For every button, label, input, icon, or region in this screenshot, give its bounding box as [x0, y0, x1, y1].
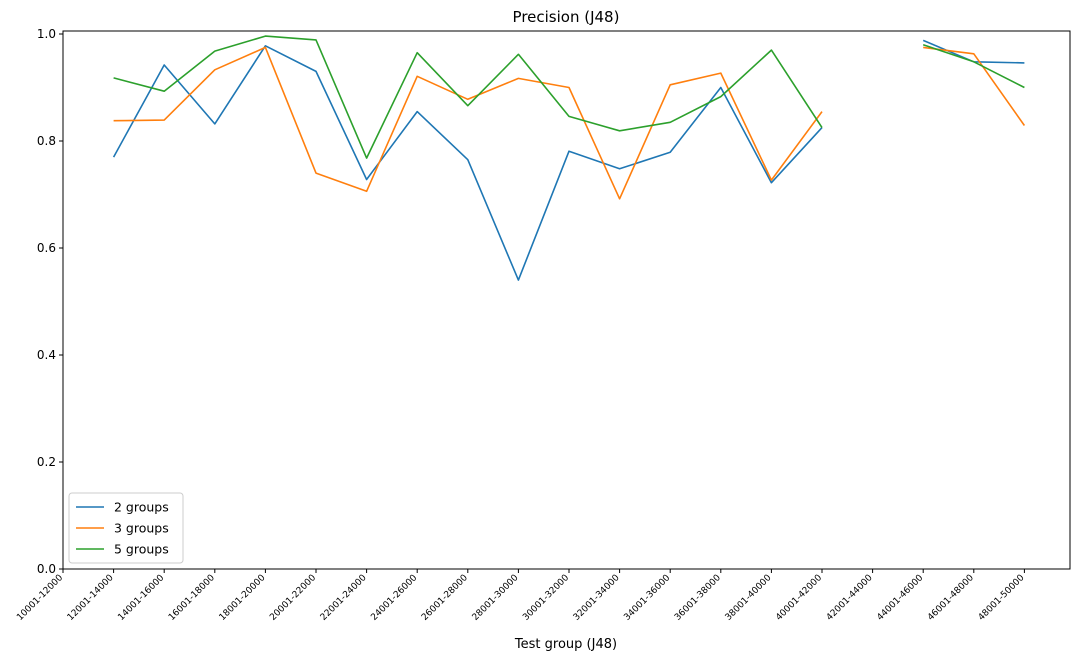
- x-tick-label: 42001-44000: [825, 573, 875, 623]
- x-tick-label: 40001-42000: [774, 573, 824, 623]
- x-axis-label: Test group (J48): [514, 637, 617, 652]
- legend-label: 2 groups: [114, 500, 169, 515]
- x-tick-label: 16001-18000: [167, 573, 217, 623]
- x-tick-label: 14001-16000: [116, 573, 166, 623]
- x-tick-label: 36001-38000: [673, 573, 723, 623]
- series-line-2: [113, 46, 823, 200]
- y-tick-label: 0.2: [37, 455, 56, 469]
- legend-label: 5 groups: [114, 542, 169, 557]
- x-tick-label: 30001-32000: [521, 573, 571, 623]
- series-line-1: [922, 39, 1025, 64]
- plot-frame: [62, 30, 1071, 570]
- y-tick-label: 0.8: [37, 134, 56, 148]
- x-tick-label: 48001-50000: [977, 573, 1027, 623]
- y-axis: 0.0 0.2 0.4 0.6 0.8 1.0: [37, 27, 63, 576]
- x-tick-label: 38001-40000: [724, 573, 774, 623]
- x-tick-label: 32001-34000: [572, 573, 622, 623]
- series-line-3: [113, 35, 823, 159]
- x-tick-label: 46001-48000: [926, 573, 976, 623]
- legend-label: 3 groups: [114, 521, 169, 536]
- x-tick-label: 10001-12000: [15, 573, 65, 623]
- series-line-1: [112, 45, 823, 281]
- y-tick-label: 1.0: [37, 27, 56, 41]
- series-line-3: [922, 43, 1025, 89]
- y-tick-label: 0.6: [37, 241, 56, 255]
- x-tick-label: 44001-46000: [875, 573, 925, 623]
- y-tick-label: 0.4: [37, 348, 56, 362]
- x-tick-label: 24001-26000: [369, 573, 419, 623]
- x-tick-label: 18001-20000: [218, 573, 268, 623]
- chart-title: Precision (J48): [513, 8, 620, 26]
- x-tick-label: 12001-14000: [66, 573, 116, 623]
- x-tick-label: 20001-22000: [268, 573, 318, 623]
- y-tick-label: 0.0: [37, 562, 56, 576]
- plot-lines: [112, 35, 1026, 281]
- x-tick-label: 34001-36000: [622, 573, 672, 623]
- legend: 2 groups 3 groups 5 groups: [68, 492, 184, 564]
- x-axis: 10001-12000 12001-14000 14001-16000 16001-1…: [15, 569, 1027, 623]
- series-line-2: [923, 46, 1026, 126]
- x-tick-label: 28001-30000: [471, 573, 521, 623]
- x-tick-label: 26001-28000: [420, 573, 470, 623]
- legend-box: [68, 492, 184, 564]
- x-tick-label: 22001-24000: [319, 573, 369, 623]
